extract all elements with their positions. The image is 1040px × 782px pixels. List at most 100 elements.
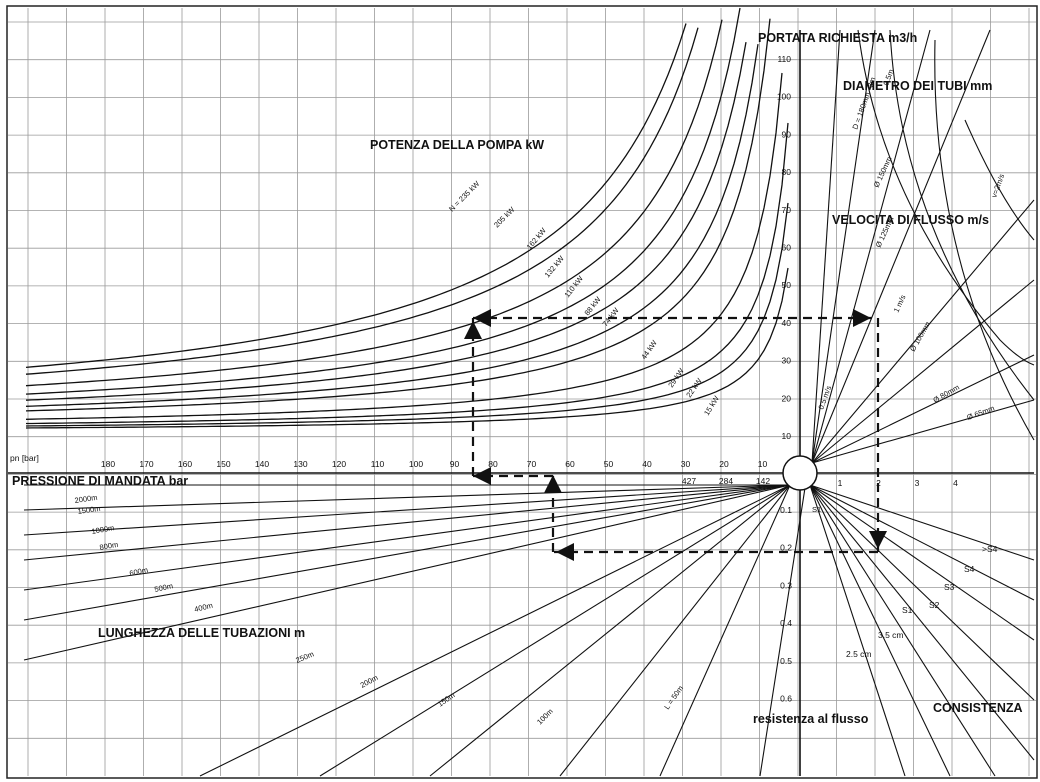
consistency-line [809, 484, 1035, 761]
velocity-line [811, 399, 1035, 464]
chart-curves [23, 7, 1035, 777]
length-line [23, 484, 791, 536]
chart-title: CONSISTENZA [933, 701, 1023, 715]
power-curve [25, 19, 723, 387]
length-line [659, 484, 791, 777]
power-curve [25, 27, 699, 375]
power-curve [25, 23, 687, 369]
velocity-tick: 4 [953, 478, 958, 488]
velocity-tick: 1 [838, 478, 843, 488]
length-line [429, 484, 791, 777]
chart-title: resistenza al flusso [753, 712, 869, 726]
length-line [23, 484, 791, 511]
misc-label: 3m [865, 76, 877, 89]
length-label: 800m [99, 540, 119, 552]
example-arrow [473, 309, 491, 327]
flow-tick: 30 [782, 356, 792, 366]
chart-grid [8, 8, 1036, 776]
power-curve [25, 18, 771, 412]
consistency-line [809, 484, 1035, 641]
chart-title: PRESSIONE DI MANDATA bar [12, 474, 188, 488]
consistency-label: 3.5 cm [878, 630, 904, 640]
diameter-curve [857, 29, 1035, 366]
power-curve [25, 202, 789, 427]
consistency-label: S4 [964, 564, 975, 574]
flow-tick: 60 [782, 243, 792, 253]
flow-tick: 50 [782, 280, 792, 290]
power-curve [25, 41, 747, 401]
resistance-tick: 0.4 [780, 618, 792, 628]
pressure-tick: 10 [758, 459, 768, 469]
pipe-length-value: 142 [756, 476, 770, 486]
pressure-tick: 90 [450, 459, 460, 469]
consistency-line [809, 484, 951, 777]
pressure-tick: 40 [642, 459, 652, 469]
example-path [464, 309, 887, 561]
example-arrow [853, 309, 871, 327]
velocity-tick: 2 [876, 478, 881, 488]
diameter-curve [889, 29, 1035, 401]
chart-title: POTENZA DELLA POMPA kW [370, 138, 544, 152]
flow-tick: 100 [777, 92, 791, 102]
length-line [23, 484, 791, 621]
consistency-line [809, 484, 1035, 601]
pressure-tick: 110 [371, 459, 385, 469]
flow-tick: 70 [782, 205, 792, 215]
resistance-tick: 0.3 [780, 580, 792, 590]
velocity-line [811, 199, 1035, 464]
velocity-tick: 3 [915, 478, 920, 488]
pressure-tick: 60 [565, 459, 575, 469]
flow-tick: 80 [782, 167, 792, 177]
pressure-tick: 140 [255, 459, 269, 469]
length-label: 1000m [91, 523, 115, 536]
chart-title: pn [bar] [10, 453, 39, 463]
flow-tick: 90 [782, 129, 792, 139]
velocity-line [811, 279, 1035, 464]
power-curve [25, 7, 741, 395]
chart-title: VELOCITA DI FLUSSO m/s [832, 213, 989, 227]
chart-axes [8, 30, 1034, 776]
velocity-line [811, 29, 841, 464]
example-arrow [556, 543, 574, 561]
example-arrow [869, 531, 887, 549]
pressure-tick: 130 [293, 459, 307, 469]
length-label: 500m [154, 581, 174, 594]
flow-tick: 20 [782, 393, 792, 403]
velocity-line [811, 29, 931, 464]
consistency-label: S1 [902, 605, 913, 615]
pressure-tick: 70 [527, 459, 537, 469]
example-arrow [464, 321, 482, 339]
chart-title: DIAMETRO DEI TUBI mm [843, 79, 992, 93]
chart-title: PORTATA RICHIESTA m3/h [758, 31, 917, 45]
pressure-tick: 30 [681, 459, 691, 469]
consistency-line [809, 484, 1035, 561]
consistency-label: >S4 [982, 544, 998, 554]
length-label: 600m [129, 565, 149, 578]
velocity-line [811, 29, 991, 464]
pipe-length-value: 284 [719, 476, 733, 486]
diameter-curve [964, 119, 1035, 241]
length-line [23, 484, 791, 661]
flow-tick: 110 [777, 54, 791, 64]
pressure-tick: 20 [719, 459, 729, 469]
power-curve [26, 122, 789, 425]
origin-circle [782, 455, 818, 491]
length-line [199, 484, 791, 777]
resistance-tick: 0.5 [780, 656, 792, 666]
pressure-tick: 180 [101, 459, 115, 469]
pressure-tick: 170 [139, 459, 153, 469]
consistency-label: S2 [929, 600, 940, 610]
consistency-line [809, 484, 906, 777]
flow-tick: 40 [782, 318, 792, 328]
velocity-line [811, 29, 876, 464]
pressure-tick: 120 [332, 459, 346, 469]
pressure-tick: 50 [604, 459, 614, 469]
power-curve [25, 44, 759, 407]
pressure-tick: 160 [178, 459, 192, 469]
flow-tick: 10 [782, 431, 792, 441]
consistency-label: S3 [944, 582, 955, 592]
consistency-line [809, 484, 1035, 701]
chart-title: LUNGHEZZA DELLE TUBAZIONI m [98, 626, 305, 640]
resistance-tick: 0.6 [780, 694, 792, 704]
